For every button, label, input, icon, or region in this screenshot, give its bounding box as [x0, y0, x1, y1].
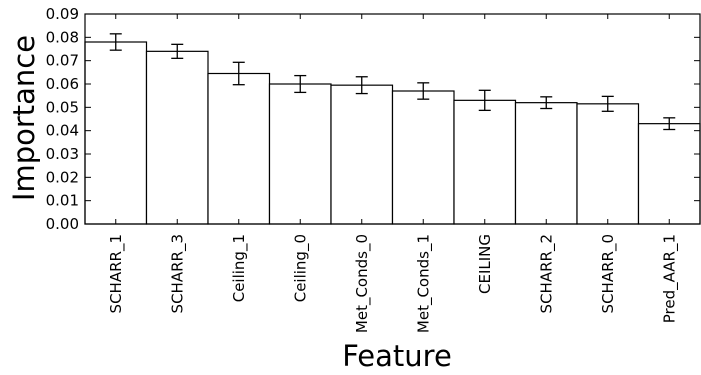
y-tick-label: 0.01 [46, 192, 79, 210]
x-tick-label: Met_Conds_0 [353, 234, 372, 333]
x-tick-label: SCHARR_0 [599, 234, 618, 313]
x-tick-label: SCHARR_1 [107, 234, 126, 313]
y-tick-label: 0.03 [46, 145, 79, 163]
bar [391, 90, 455, 225]
y-tick-label: 0.02 [46, 168, 79, 186]
bar [84, 41, 148, 225]
y-tick-label: 0.09 [46, 5, 79, 23]
y-tick-label: 0.06 [46, 75, 79, 93]
bar [576, 103, 640, 225]
x-tick-label: Pred_AAR_1 [660, 234, 679, 323]
bar [453, 99, 517, 225]
y-tick-label: 0.05 [46, 98, 79, 116]
plot-frame [84, 13, 701, 225]
y-tick-label: 0.00 [46, 215, 79, 233]
x-tick-label: Ceiling_1 [230, 234, 249, 302]
bar [330, 84, 394, 225]
x-tick-label: Ceiling_0 [291, 234, 310, 302]
x-tick-label: SCHARR_3 [168, 234, 187, 313]
x-tick-label: CEILING [476, 234, 494, 294]
bars-group [84, 41, 701, 225]
bar [145, 50, 209, 225]
bar [268, 83, 332, 225]
bar [514, 102, 578, 225]
y-tick-label: 0.07 [46, 52, 79, 70]
x-axis: SCHARR_1 SCHARR_3 Ceiling_1 Ceiling_0 Met_Co… [107, 14, 679, 333]
x-axis-label: Feature [342, 339, 452, 373]
y-axis-label: Importance [7, 35, 41, 201]
y-tick-label: 0.04 [46, 122, 79, 140]
bar [637, 123, 701, 225]
x-tick-label: Met_Conds_1 [414, 234, 433, 333]
x-tick-label: SCHARR_2 [537, 234, 556, 313]
error-bars-group [109, 33, 676, 131]
y-axis: 0.00 0.01 0.02 0.03 0.04 0.05 0.06 0.07 0.08 0.09 [46, 5, 700, 233]
y-tick-label: 0.08 [46, 28, 79, 46]
bar [207, 72, 271, 225]
